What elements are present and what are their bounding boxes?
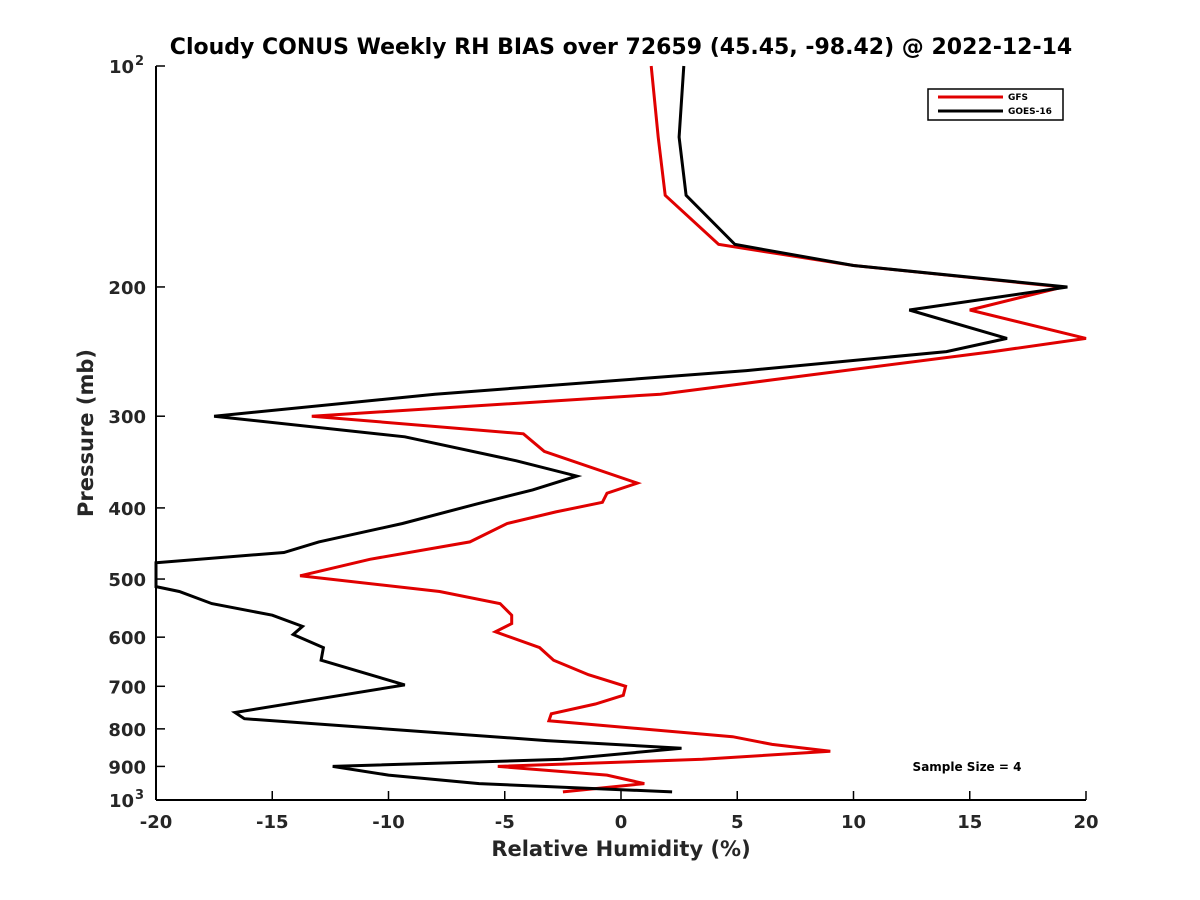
y-tick-exponent: 2 bbox=[135, 54, 144, 69]
series-line-goes16 bbox=[154, 65, 1068, 794]
y-axis-label: Pressure (mb) bbox=[74, 349, 98, 517]
y-tick-label: 600 bbox=[108, 628, 146, 649]
y-tick-label: 900 bbox=[108, 757, 146, 778]
x-tick-label: 20 bbox=[1073, 812, 1098, 833]
series-layer bbox=[154, 65, 1087, 794]
x-axis-label: Relative Humidity (%) bbox=[491, 837, 750, 861]
chart-title: Cloudy CONUS Weekly RH BIAS over 72659 (… bbox=[170, 35, 1072, 60]
x-tick-label: -10 bbox=[372, 812, 405, 833]
y-tick-label: 10 bbox=[109, 57, 134, 78]
y-tick-label: 300 bbox=[108, 407, 146, 428]
x-tick-label: 15 bbox=[957, 812, 982, 833]
plot-area bbox=[156, 66, 1086, 800]
y-tick-exponent: 3 bbox=[135, 788, 144, 803]
x-tick-label: 10 bbox=[841, 812, 866, 833]
series-line-gfs bbox=[299, 65, 1087, 794]
y-tick-label: 800 bbox=[108, 720, 146, 741]
x-tick-label: 0 bbox=[615, 812, 628, 833]
legend: GFS GOES-16 bbox=[927, 88, 1064, 121]
legend-label-gfs: GFS bbox=[1008, 93, 1028, 103]
sample-size-annotation: Sample Size = 4 bbox=[913, 760, 1022, 774]
y-tick-label: 500 bbox=[108, 570, 146, 591]
legend-label-goes16: GOES-16 bbox=[1008, 107, 1052, 117]
legend-box bbox=[927, 88, 1064, 121]
x-tick-label: 5 bbox=[731, 812, 744, 833]
y-tick-label: 200 bbox=[108, 278, 146, 299]
x-tick-label: -20 bbox=[140, 812, 173, 833]
x-tick-label: -5 bbox=[495, 812, 515, 833]
y-tick-label: 400 bbox=[108, 499, 146, 520]
x-axis-ticks: -20 -15 -10 -5 0 5 10 15 20 bbox=[140, 791, 1099, 833]
y-tick-label: 10 bbox=[109, 791, 134, 812]
x-tick-label: -15 bbox=[256, 812, 289, 833]
y-tick-label: 700 bbox=[108, 677, 146, 698]
